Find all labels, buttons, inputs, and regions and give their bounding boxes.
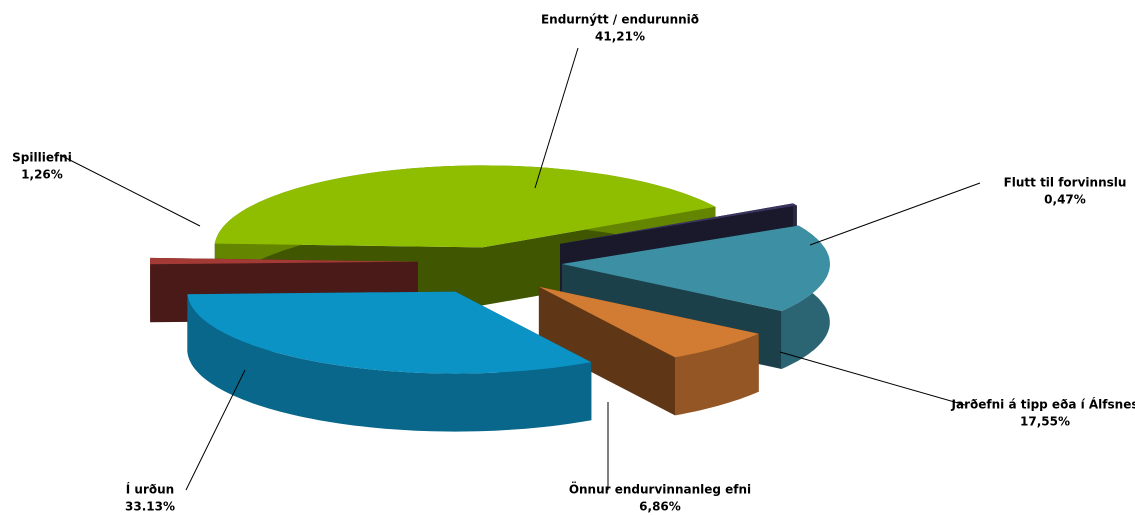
- slice-label: Önnur endurvinnanleg efni: [569, 482, 751, 497]
- slice-rim: [675, 333, 759, 416]
- slice: [187, 291, 592, 374]
- slice: [560, 203, 797, 244]
- slice: [538, 286, 759, 358]
- slice-value-label: 41,21%: [595, 30, 645, 44]
- slice-rim: [187, 294, 592, 432]
- slice-side: [538, 286, 675, 416]
- slice-label: Spilliefni: [12, 151, 72, 165]
- slice-group: [538, 286, 759, 416]
- slice-value-label: 1,26%: [21, 168, 63, 182]
- slice: [150, 257, 418, 265]
- leader-line: [809, 182, 981, 246]
- slice: [561, 225, 830, 311]
- slice-label: Jarðefni á tipp eða í Álfsnes: [951, 397, 1135, 412]
- slice: [214, 165, 716, 248]
- slice-value-label: 17,55%: [1020, 415, 1070, 429]
- leader-line: [185, 369, 246, 491]
- leader-line: [534, 47, 579, 189]
- slice-value-label: 6,86%: [639, 500, 681, 514]
- slice-group: [187, 291, 592, 432]
- leader-line: [779, 351, 966, 406]
- slice-label: Í urðun: [126, 482, 174, 497]
- leader-line: [59, 154, 201, 227]
- slice-value-label: 0,47%: [1044, 193, 1086, 207]
- slice-label: Flutt til forvinnslu: [1004, 176, 1127, 190]
- slice-value-label: 33.13%: [125, 500, 175, 514]
- slice-label: Endurnýtt / endurunnið: [541, 13, 699, 27]
